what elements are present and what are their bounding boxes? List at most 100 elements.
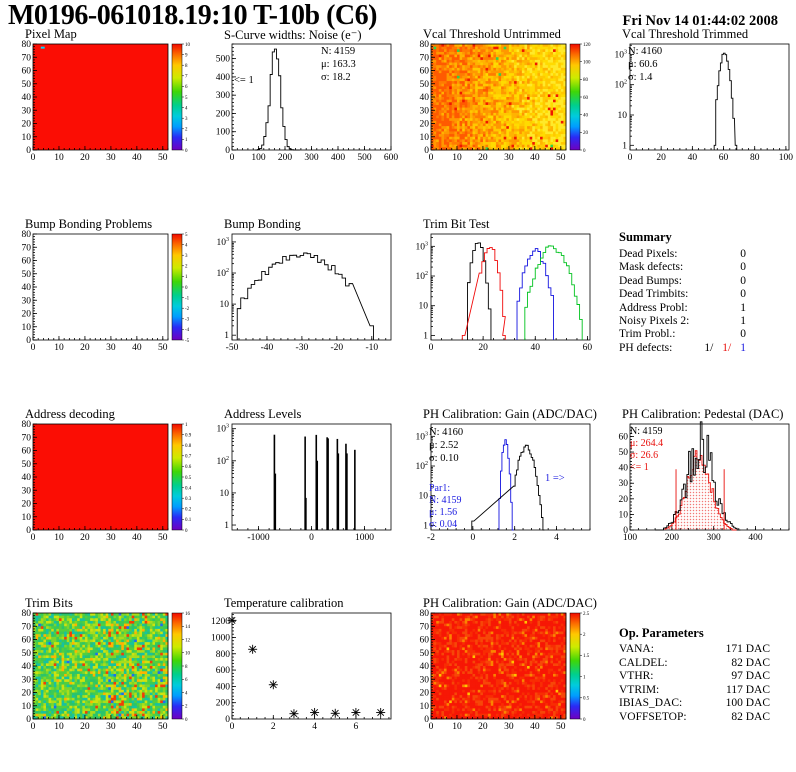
summary-value: 0 (740, 248, 746, 260)
op-param-value: 82 DAC (731, 656, 770, 669)
summary-label: Mask defects: (619, 261, 684, 274)
plot-title-trim-bit-test: Trim Bit Test (423, 217, 490, 231)
temperature-canvas (199, 609, 398, 744)
address-levels-canvas (199, 420, 398, 555)
stat-mu: μ: 2.52 (429, 440, 459, 451)
op-param-row: VTHR: 97 DAC (619, 670, 770, 684)
summary-label: PH defects: (619, 341, 673, 354)
panel-op-parameters: Op. Parameters VANA: 171 DAC CALDEL: 82 DA… (597, 595, 796, 771)
stat-sigma: σ: 26.6 (630, 450, 659, 461)
op-param-label: VTRIM: (619, 683, 660, 696)
ph-gain-arrow-label: 1 => (545, 473, 565, 484)
panel-trim-bits-map: Trim Bits (0, 595, 199, 771)
summary-value: 0 (740, 274, 746, 287)
address-decoding-canvas (0, 420, 199, 555)
stat-sigma: σ: 18.2 (321, 72, 351, 83)
plot-title-address-levels: Address Levels (224, 407, 302, 421)
panel-ph-gain-map: PH Calibration: Gain (ADC/DAC) (398, 595, 597, 771)
stat-sigma: σ: 0.04 (429, 519, 458, 530)
op-param-value: 97 DAC (731, 670, 770, 682)
scurve-cut-label: <= 1 (234, 75, 254, 86)
stat-n: N: 4159 (630, 426, 663, 437)
stat-n: N: 4160 (429, 427, 464, 438)
op-parameters-title: Op. Parameters (619, 626, 704, 640)
op-param-row: CALDEL: 82 DAC (619, 657, 770, 671)
plot-title-bump-problems: Bump Bonding Problems (25, 217, 153, 231)
summary-row: Dead Pixels: 0 (619, 248, 746, 261)
panel-bump-bonding-problems: Bump Bonding Problems (0, 216, 199, 392)
summary-row: Mask defects: 0 (619, 261, 746, 274)
bump-bonding-canvas (199, 230, 398, 365)
op-param-row: VOFFSETOP: 82 DAC (619, 711, 770, 725)
panel-trim-bit-test: Trim Bit Test (398, 216, 597, 392)
ph-defect-3: 1 (740, 341, 746, 354)
panel-ph-gain-hist: PH Calibration: Gain (ADC/DAC) N: 4160 μ… (398, 406, 597, 582)
summary-row: Dead Bumps: 0 (619, 275, 746, 288)
summary-label: Noisy Pixels 2: (619, 314, 690, 327)
scurve-canvas (199, 40, 398, 175)
pixel-map-canvas (0, 40, 199, 175)
vcal-trimmed-canvas (597, 40, 796, 175)
summary-label: Address Probl: (619, 301, 688, 314)
summary-value: 1 (740, 301, 746, 314)
stat-n: N: 4159 (429, 495, 462, 506)
stat-sigma: σ: 1.4 (628, 72, 653, 83)
panel-address-levels: Address Levels (199, 406, 398, 582)
stat-n: N: 4159 (321, 46, 356, 57)
panel-scurve-noise: S-Curve widths: Noise (e⁻) N: 4159 μ: 16… (199, 26, 398, 202)
stat-mu: μ: 60.6 (628, 59, 658, 70)
ph-defect-1: 1/ (704, 341, 714, 354)
bump-problems-canvas (0, 230, 199, 365)
panel-temperature-calibration: Temperature calibration (199, 595, 398, 771)
op-param-row: VTRIM: 117 DAC (619, 684, 770, 698)
stat-mu: μ: 264.4 (630, 438, 664, 449)
plot-title-pixel-map: Pixel Map (25, 27, 77, 41)
panel-bump-bonding: Bump Bonding (199, 216, 398, 392)
stat-mu: μ: 1.56 (429, 507, 458, 518)
op-param-value: 171 DAC (725, 643, 770, 655)
summary-row: Dead Trimbits: 0 (619, 288, 746, 301)
op-param-value: 117 DAC (726, 683, 770, 696)
summary-value: 1 (740, 314, 746, 327)
ph-defect-values: 1/1/1 (695, 342, 746, 355)
summary-value: 0 (740, 261, 746, 274)
stat-n: N: 4160 (628, 46, 663, 57)
vcal-trimmed-stats: N: 4160 μ: 60.6 σ: 1.4 (628, 45, 662, 84)
plot-title-trim-bits: Trim Bits (25, 596, 73, 610)
op-param-label: IBIAS_DAC: (619, 697, 683, 709)
plot-title-bump-bonding: Bump Bonding (224, 217, 301, 231)
panel-summary: Summary Dead Pixels: 0 Mask defects: 0 Dea… (597, 216, 796, 392)
summary-row-ph-defects: PH defects: 1/1/1 (619, 342, 746, 355)
op-param-value: 100 DAC (725, 697, 770, 709)
summary-label: Dead Bumps: (619, 274, 682, 287)
plot-title-vcal-untrimmed: Vcal Threshold Untrimmed (423, 27, 561, 41)
ph-pedestal-stats: N: 4159 μ: 264.4 σ: 26.6 <= 1 (630, 426, 663, 474)
op-param-label: VOFFSETOP: (619, 710, 687, 723)
plot-title-temperature: Temperature calibration (224, 596, 344, 610)
panel-vcal-trimmed: Vcal Threshold Trimmed N: 4160 μ: 60.6 σ… (597, 26, 796, 202)
plot-title-ph-gain: PH Calibration: Gain (ADC/DAC) (423, 407, 597, 421)
plot-title-ph-pedestal: PH Calibration: Pedestal (DAC) (622, 407, 784, 421)
plot-title-scurve: S-Curve widths: Noise (e⁻) (224, 28, 362, 42)
trim-bits-canvas (0, 609, 199, 744)
vcal-untrimmed-canvas (398, 40, 597, 175)
op-param-label: VANA: (619, 643, 654, 655)
op-param-label: CALDEL: (619, 656, 668, 669)
ph-gain-stats-black: N: 4160 μ: 2.52 σ: 0.10 (429, 426, 463, 465)
ph-gain-canvas (398, 420, 597, 555)
op-parameters-table: VANA: 171 DAC CALDEL: 82 DAC VTHR: 97 DAC V… (619, 643, 770, 724)
summary-label: Trim Probl.: (619, 328, 676, 341)
op-param-label: VTHR: (619, 670, 654, 682)
stat-cut: <= 1 (630, 462, 649, 473)
op-param-value: 82 DAC (731, 710, 770, 723)
summary-value: 0 (740, 328, 746, 341)
panel-ph-pedestal: PH Calibration: Pedestal (DAC) N: 4159 μ… (597, 406, 796, 582)
summary-label: Dead Pixels: (619, 248, 678, 260)
ph-pedestal-canvas (597, 420, 796, 555)
page-title: M0196-061018.19:10 T-10b (C6) (8, 0, 377, 31)
plot-title-address-decoding: Address decoding (25, 407, 115, 421)
summary-label: Dead Trimbits: (619, 288, 689, 301)
op-param-row: VANA: 171 DAC (619, 643, 770, 657)
ph-gain-map-canvas (398, 609, 597, 744)
